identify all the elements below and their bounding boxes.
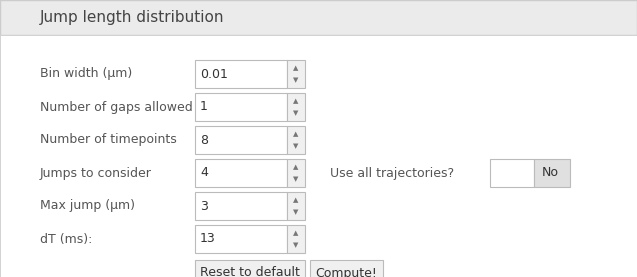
FancyBboxPatch shape <box>287 60 305 88</box>
Text: Jump length distribution: Jump length distribution <box>40 10 224 25</box>
Text: ▼: ▼ <box>293 77 299 83</box>
Text: 13: 13 <box>200 232 216 245</box>
FancyBboxPatch shape <box>287 225 305 253</box>
Text: 0.01: 0.01 <box>200 68 228 81</box>
FancyBboxPatch shape <box>195 225 287 253</box>
Text: ▼: ▼ <box>293 110 299 116</box>
FancyBboxPatch shape <box>195 126 287 154</box>
Text: Reset to default: Reset to default <box>200 266 300 277</box>
FancyBboxPatch shape <box>490 159 534 187</box>
FancyBboxPatch shape <box>0 0 637 35</box>
Text: dT (ms):: dT (ms): <box>40 232 92 245</box>
Text: ▼: ▼ <box>293 242 299 248</box>
Text: ▲: ▲ <box>293 164 299 170</box>
Text: 3: 3 <box>200 199 208 212</box>
FancyBboxPatch shape <box>310 260 383 277</box>
Text: ▲: ▲ <box>293 65 299 71</box>
Text: Bin width (μm): Bin width (μm) <box>40 68 132 81</box>
FancyBboxPatch shape <box>287 126 305 154</box>
FancyBboxPatch shape <box>534 159 570 187</box>
Text: ▲: ▲ <box>293 98 299 104</box>
FancyBboxPatch shape <box>195 260 305 277</box>
Text: ▼: ▼ <box>293 143 299 149</box>
Text: 4: 4 <box>200 166 208 179</box>
Text: Use all trajectories?: Use all trajectories? <box>330 166 454 179</box>
Text: ▲: ▲ <box>293 197 299 203</box>
Text: ▲: ▲ <box>293 230 299 236</box>
FancyBboxPatch shape <box>195 93 287 121</box>
FancyBboxPatch shape <box>287 192 305 220</box>
Text: ▼: ▼ <box>293 209 299 215</box>
Text: Number of timepoints: Number of timepoints <box>40 134 176 147</box>
FancyBboxPatch shape <box>287 159 305 187</box>
FancyBboxPatch shape <box>195 192 287 220</box>
FancyBboxPatch shape <box>195 60 287 88</box>
Text: Max jump (μm): Max jump (μm) <box>40 199 135 212</box>
Text: Number of gaps allowed: Number of gaps allowed <box>40 101 193 114</box>
Text: ▼: ▼ <box>293 176 299 182</box>
Text: No: No <box>541 166 559 179</box>
Text: Compute!: Compute! <box>315 266 378 277</box>
Text: 1: 1 <box>200 101 208 114</box>
Text: 8: 8 <box>200 134 208 147</box>
FancyBboxPatch shape <box>287 93 305 121</box>
Text: Jumps to consider: Jumps to consider <box>40 166 152 179</box>
Text: ▲: ▲ <box>293 131 299 137</box>
FancyBboxPatch shape <box>0 35 637 277</box>
FancyBboxPatch shape <box>195 159 287 187</box>
